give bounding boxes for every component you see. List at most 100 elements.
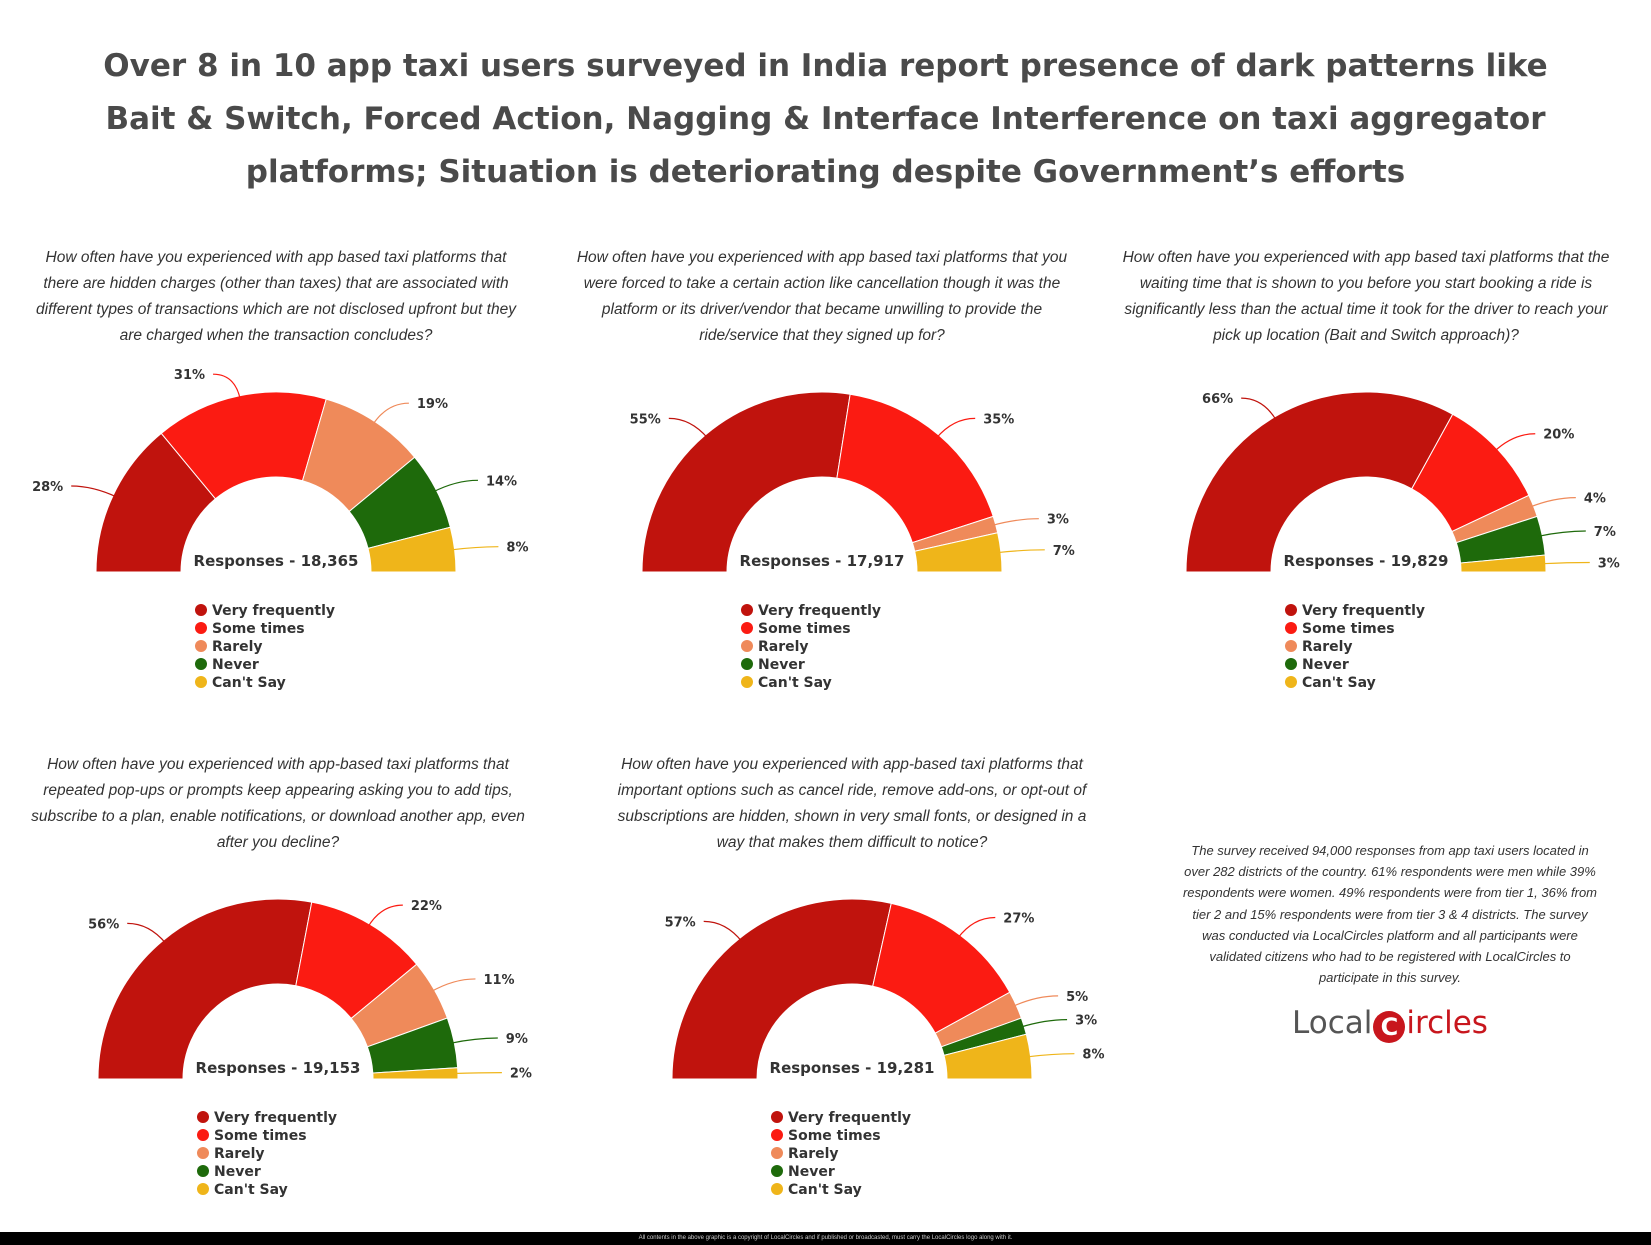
legend-item: Can't Say — [788, 1182, 862, 1198]
legend-item: Very frequently — [214, 1110, 337, 1126]
chart-question: How often have you experienced with app … — [1122, 249, 1610, 344]
legend-item: Rarely — [758, 639, 809, 655]
data-label: 2% — [510, 1067, 532, 1082]
legend-item: Never — [214, 1164, 261, 1180]
legend-item: Very frequently — [788, 1110, 911, 1126]
legend-marker — [1285, 658, 1297, 670]
legend-item: Rarely — [212, 639, 263, 655]
responses-count: Responses - 18,365 — [193, 552, 359, 570]
chart-question: How often have you experienced with app … — [36, 249, 516, 344]
legend-item: Can't Say — [214, 1182, 288, 1198]
legend-item: Very frequently — [212, 603, 335, 619]
legend-item: Never — [788, 1164, 835, 1180]
data-label: 55% — [630, 412, 661, 427]
leader-line — [1538, 530, 1586, 537]
leader-line — [957, 916, 996, 939]
chart-panel-forced-action: How often have you experienced with app … — [552, 245, 1092, 705]
chart-panel-interface-interference: How often have you experienced with app-… — [582, 752, 1122, 1212]
legend-marker — [1285, 676, 1297, 688]
data-label: 4% — [1584, 492, 1606, 507]
data-label: 35% — [983, 412, 1014, 427]
legend-item: Can't Say — [758, 675, 832, 691]
leader-line — [71, 485, 118, 498]
leader-line — [668, 417, 709, 439]
legend-item: Some times — [788, 1128, 881, 1144]
legend-marker — [741, 640, 753, 652]
legend-marker — [771, 1183, 783, 1195]
responses-count: Responses - 19,281 — [769, 1059, 935, 1077]
page-title: Over 8 in 10 app taxi users surveyed in … — [103, 48, 1548, 190]
slice-very-frequently — [641, 391, 851, 573]
legend-marker — [771, 1129, 783, 1141]
slice-can-t-say — [943, 1033, 1033, 1080]
legend-item: Never — [212, 657, 259, 673]
logo-text-local: Local — [1292, 1005, 1373, 1041]
leader-line — [430, 978, 476, 993]
leader-line — [453, 1072, 502, 1075]
legend-marker — [195, 640, 207, 652]
chart-panel-hidden-charges: How often have you experienced with app … — [6, 245, 546, 705]
slice-can-t-say — [372, 1067, 459, 1080]
leader-line — [1241, 397, 1277, 421]
semi-donut-chart: 28% 31% 19% 14% 8% Very frequently Some times R… — [32, 368, 528, 691]
chart-panel-bait-and-switch: How often have you experienced with app … — [1096, 245, 1636, 705]
data-label: 8% — [506, 541, 528, 556]
legend-item: Rarely — [788, 1146, 839, 1162]
responses-count: Responses - 19,829 — [1283, 552, 1449, 570]
slice-very-frequently — [671, 898, 892, 1080]
legend-marker — [197, 1129, 209, 1141]
legend-marker — [1285, 640, 1297, 652]
data-label: 22% — [411, 899, 442, 914]
leader-line — [1012, 995, 1059, 1008]
chart-question: How often have you experienced with app-… — [617, 756, 1087, 851]
legend-marker — [741, 676, 753, 688]
slice-can-t-say — [1460, 554, 1547, 573]
legend-item: Never — [1302, 657, 1349, 673]
data-label: 14% — [486, 474, 517, 489]
slice-very-frequently — [1185, 391, 1454, 573]
legend-item: Very frequently — [1302, 603, 1425, 619]
legend-marker — [1285, 604, 1297, 616]
legend-marker — [197, 1165, 209, 1177]
data-label: 3% — [1047, 513, 1069, 528]
legend-marker — [741, 604, 753, 616]
data-label: 57% — [665, 915, 696, 930]
data-label: 20% — [1543, 428, 1574, 443]
leader-line — [213, 373, 241, 400]
data-label: 9% — [506, 1032, 528, 1047]
semi-donut-chart: 57% 27% 5% 3% 8% Very frequently Some times Rar… — [665, 898, 1104, 1198]
data-label: 3% — [1598, 556, 1620, 571]
legend-item: Rarely — [214, 1146, 265, 1162]
slice-can-t-say — [914, 532, 1003, 573]
leader-line — [1020, 1019, 1068, 1028]
slice-can-t-say — [367, 526, 457, 573]
legend-item: Rarely — [1302, 639, 1353, 655]
data-label: 8% — [1082, 1048, 1104, 1063]
data-label: 7% — [1594, 525, 1616, 540]
legend-item: Can't Say — [1302, 675, 1376, 691]
legend-item: Some times — [212, 621, 305, 637]
logo-text-ircles: ircles — [1406, 1005, 1488, 1041]
legend-marker — [195, 622, 207, 634]
data-label: 56% — [88, 917, 119, 932]
legend-item: Can't Say — [212, 675, 286, 691]
legend-marker — [1285, 622, 1297, 634]
leader-line — [991, 518, 1039, 527]
responses-count: Responses - 19,153 — [195, 1059, 361, 1077]
legend-marker — [197, 1183, 209, 1195]
data-label: 5% — [1066, 990, 1088, 1005]
legend-marker — [771, 1147, 783, 1159]
legend-item: Never — [758, 657, 805, 673]
leader-line — [996, 549, 1045, 554]
leader-line — [372, 402, 409, 426]
chart-question: How often have you experienced with app … — [576, 249, 1068, 344]
legend-marker — [195, 604, 207, 616]
legend-marker — [195, 658, 207, 670]
legend-marker — [771, 1111, 783, 1123]
leader-line — [127, 922, 167, 944]
data-label: 7% — [1053, 544, 1075, 559]
leader-line — [432, 479, 478, 493]
legend-marker — [195, 676, 207, 688]
legend-item: Very frequently — [758, 603, 881, 619]
